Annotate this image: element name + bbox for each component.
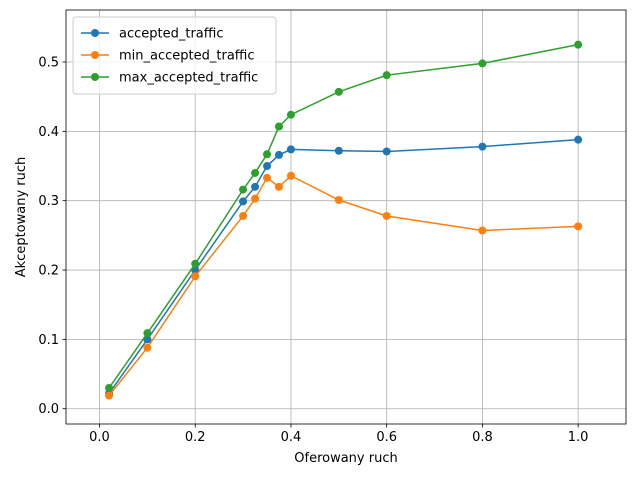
legend: accepted_traffic min_accepted_traffic max_…: [72, 16, 277, 95]
y-tick-label: 0.3: [38, 194, 59, 209]
data-point: [574, 40, 583, 49]
data-point: [478, 226, 487, 235]
legend-item: max_accepted_traffic: [81, 71, 258, 86]
data-point: [334, 196, 343, 205]
x-tick-label: 0.0: [89, 430, 110, 445]
data-point: [286, 171, 295, 180]
data-point: [191, 272, 200, 281]
y-axis-label: Akceptowany ruch: [14, 157, 29, 278]
data-point: [274, 122, 283, 131]
legend-swatch-marker: [91, 73, 99, 81]
legend-item: min_accepted_traffic: [81, 49, 255, 64]
data-point: [274, 182, 283, 191]
y-tick-label: 0.2: [38, 264, 59, 279]
data-point: [382, 211, 391, 220]
x-tick-label: 0.2: [185, 430, 206, 445]
data-point: [251, 168, 260, 177]
legend-label: min_accepted_traffic: [119, 49, 255, 64]
data-point: [143, 335, 152, 344]
data-point: [478, 142, 487, 151]
data-point: [191, 259, 200, 268]
plot-frame: [65, 9, 627, 425]
x-axis-label: Oferowany ruch: [294, 451, 397, 466]
x-tick-label: 0.4: [281, 430, 302, 445]
data-point: [263, 173, 272, 182]
y-tick-label: 0.5: [38, 56, 59, 71]
data-point: [286, 110, 295, 119]
data-point: [382, 147, 391, 156]
series-line: [108, 43, 579, 389]
legend-label: max_accepted_traffic: [119, 71, 258, 86]
legend-swatch-marker: [91, 51, 99, 59]
data-point: [334, 87, 343, 96]
x-axis: 0.0 0.2 0.4 0.6 0.8 1.0: [89, 424, 588, 445]
y-tick-label: 0.1: [38, 333, 59, 348]
data-point: [478, 59, 487, 68]
grid: [66, 10, 626, 424]
data-point: [105, 391, 114, 400]
data-point: [239, 185, 248, 194]
legend-label: accepted_traffic: [119, 27, 223, 42]
data-point: [382, 71, 391, 80]
series-min_accepted_traffic: [105, 171, 583, 400]
x-tick-label: 0.6: [376, 430, 397, 445]
y-tick-label: 0.0: [38, 402, 59, 417]
legend-item: accepted_traffic: [81, 27, 223, 42]
series-line: [108, 138, 579, 394]
y-tick-label: 0.4: [38, 125, 59, 140]
data-point: [334, 146, 343, 155]
x-tick-label: 0.8: [472, 430, 493, 445]
data-point: [263, 150, 272, 159]
data-point: [286, 145, 295, 154]
data-point: [143, 343, 152, 352]
data-point: [263, 162, 272, 171]
series-max_accepted_traffic: [105, 40, 583, 392]
data-point: [251, 182, 260, 191]
x-tick-label: 1.0: [568, 430, 589, 445]
y-axis: 0.0 0.1 0.2 0.3 0.4 0.5: [38, 56, 66, 417]
data-point: [574, 135, 583, 144]
data-point: [143, 329, 152, 338]
series-layer: [105, 40, 583, 400]
series-line: [108, 174, 579, 397]
data-point: [239, 211, 248, 220]
legend-box: [72, 16, 277, 95]
data-point: [191, 266, 200, 275]
data-point: [239, 197, 248, 206]
data-point: [251, 194, 260, 203]
data-point: [274, 150, 283, 159]
legend-swatch-marker: [91, 29, 99, 37]
data-point: [574, 222, 583, 231]
data-point: [105, 383, 114, 392]
